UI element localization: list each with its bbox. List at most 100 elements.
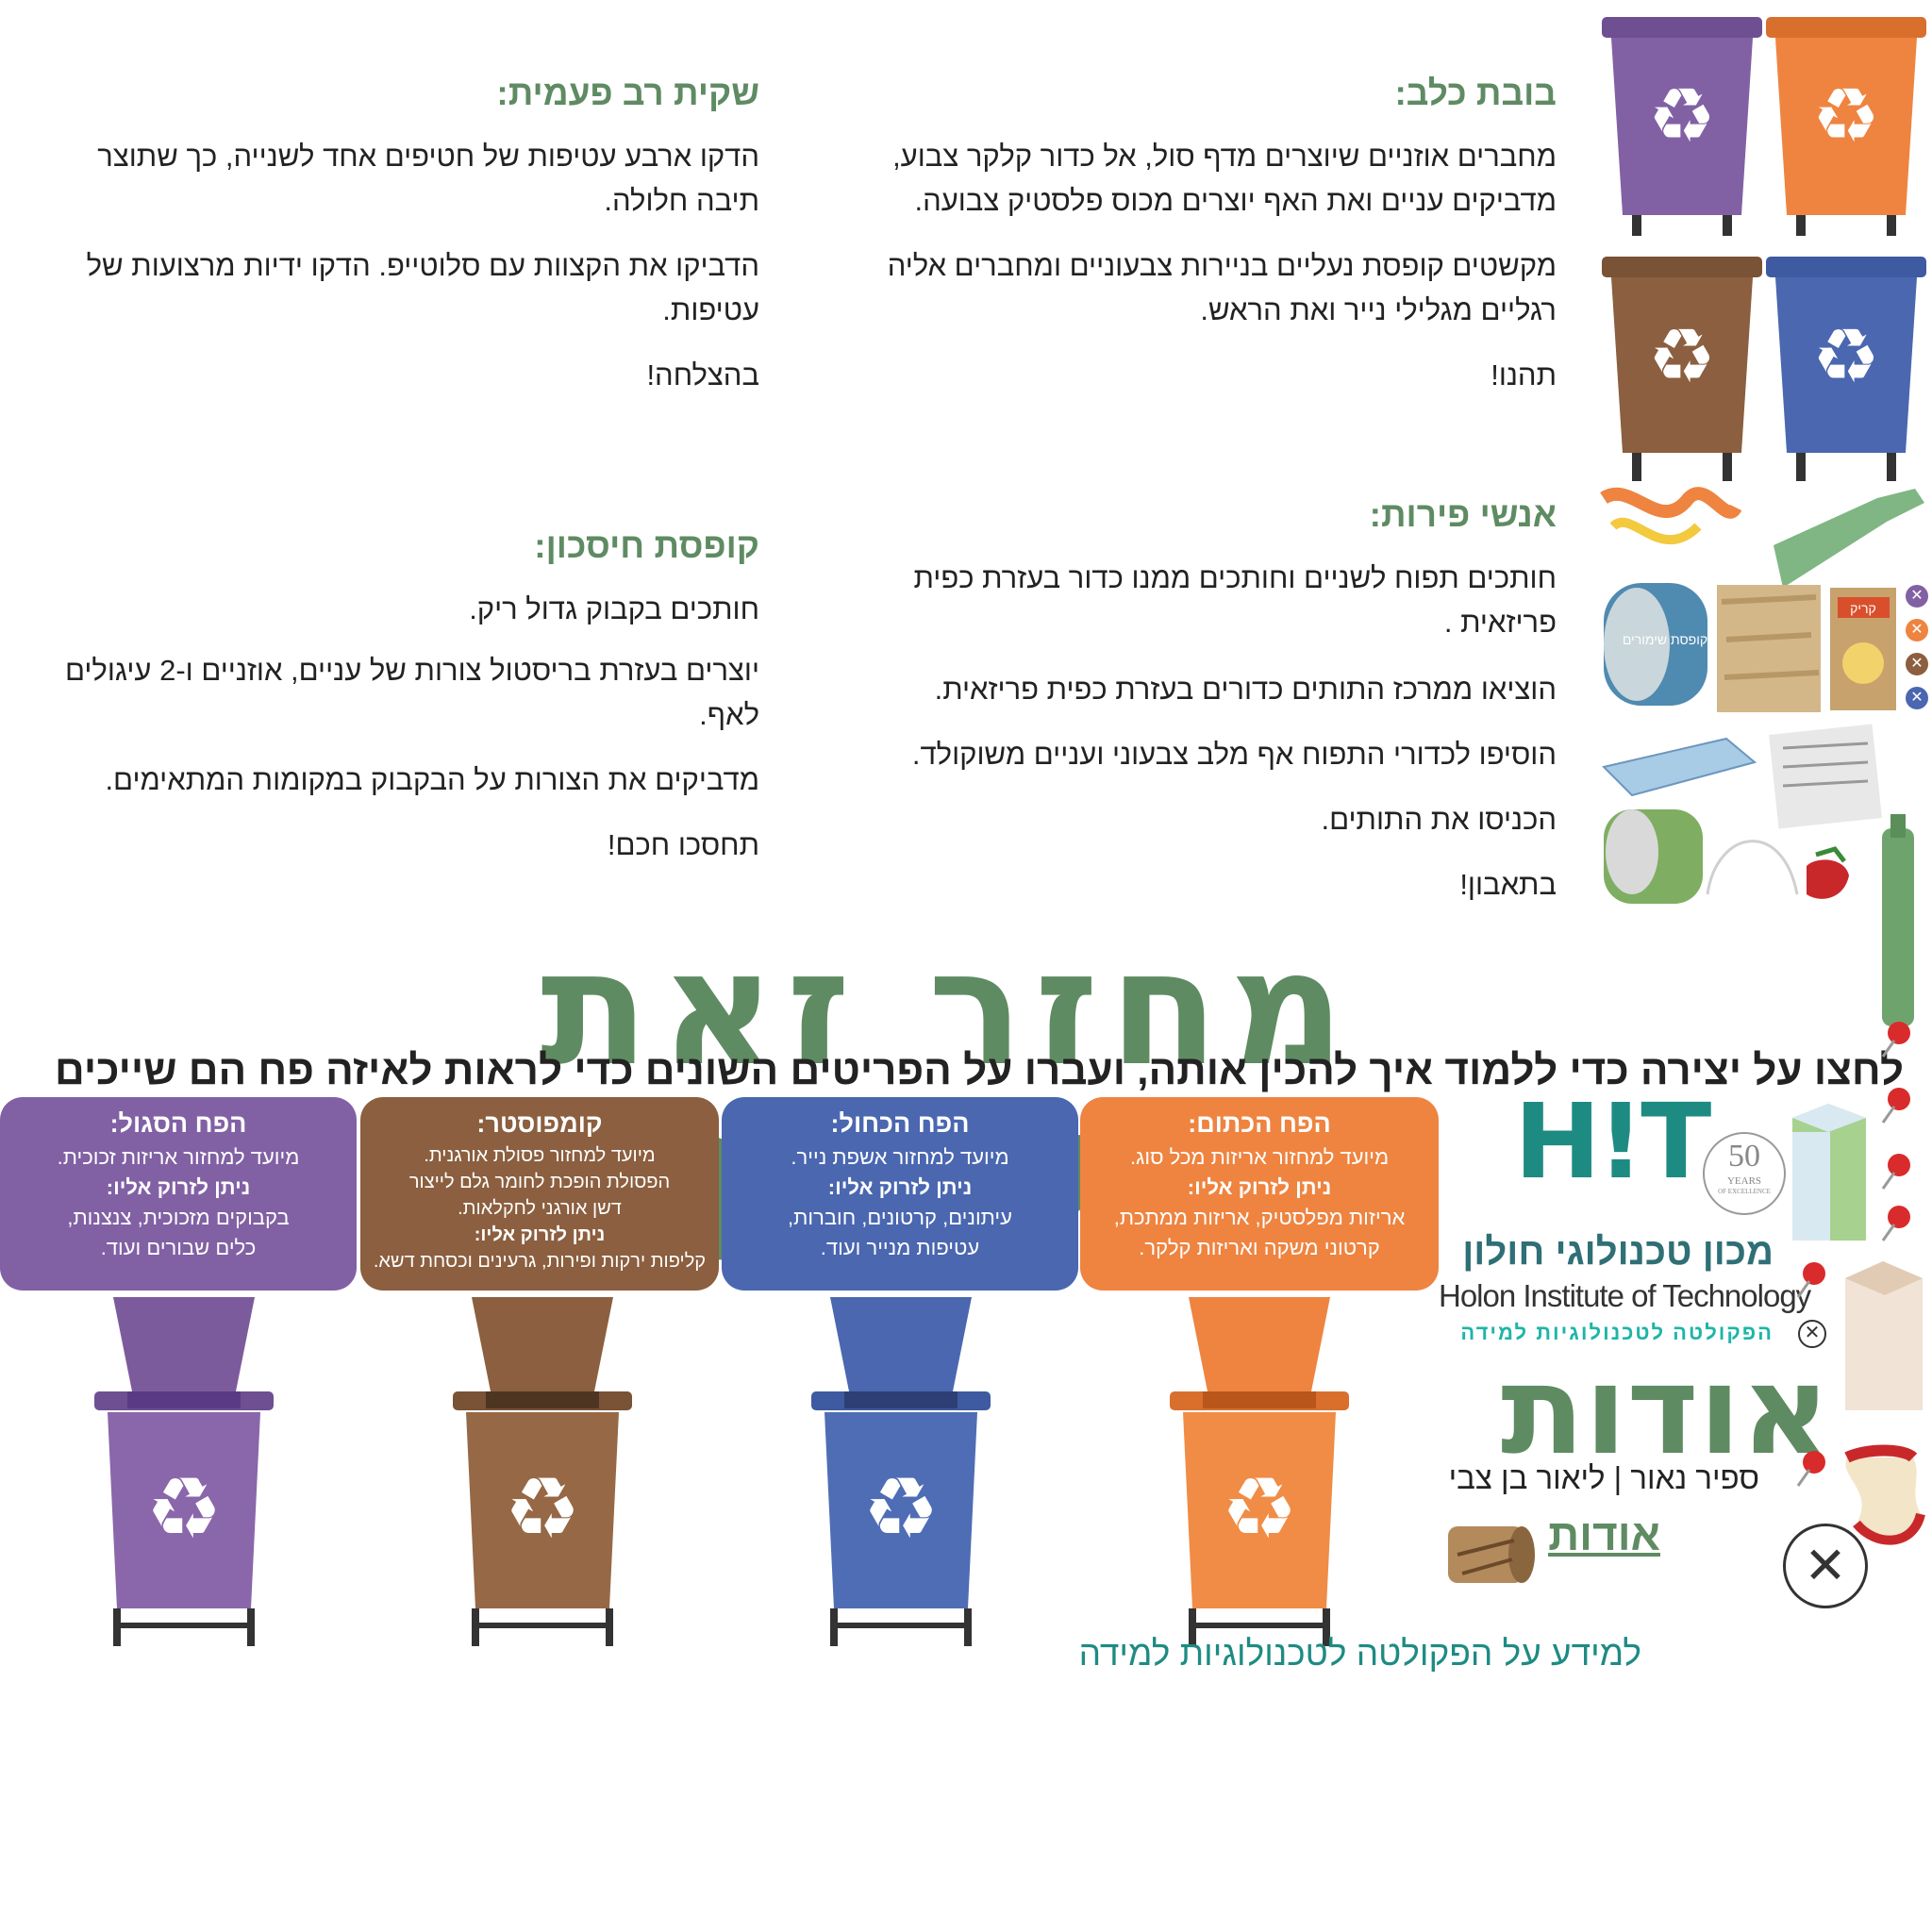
close-icon: ✕: [1804, 1323, 1821, 1343]
pushpin-icon: [1881, 1154, 1910, 1190]
bin-card-items: עיתונים, קרטונים, חוברות, עטיפות מנייר ו…: [788, 1206, 1012, 1259]
bin-card-title: הפח הכתום:: [1188, 1109, 1331, 1138]
plastic-bottle-icon: [1602, 737, 1757, 797]
snack-bag-icon: קריק: [1830, 588, 1896, 710]
card-text: תחסכו חכם!: [607, 828, 759, 861]
svg-text:♻: ♻: [1222, 1459, 1298, 1558]
bin-card-purple[interactable]: הפח הסגול: מיועד למחזור אריזות זכוכית. נ…: [0, 1097, 357, 1291]
svg-text:♻: ♻: [1648, 312, 1716, 400]
blue-bin[interactable]: ♻: [811, 1297, 991, 1646]
apple-peel-icon: [1706, 840, 1799, 895]
about-link[interactable]: אודות: [1548, 1510, 1660, 1559]
faculty-name: הפקולטה לטכנולוגיות למידה: [1460, 1321, 1774, 1344]
cork-icon: [1448, 1526, 1535, 1583]
card-title: שקית רב פעמית:: [496, 74, 759, 112]
card-title: קופסת חיסכון:: [534, 526, 759, 565]
craft-card-fruit-people[interactable]: אנשי פירות: חותכים תפוח לשניים וחותכים מ…: [854, 495, 1557, 927]
bin-card-brown[interactable]: קומפוסטר: מיועד למחזור פסולת אורגנית. הפ…: [360, 1097, 719, 1291]
filter-brown-button[interactable]: ✕: [1906, 653, 1928, 675]
apple-core-icon: [1844, 1444, 1925, 1545]
bin-card-subtitle: ניתן לזרוק אליו:: [1187, 1175, 1332, 1199]
hit-logo: H!T: [1514, 1081, 1711, 1202]
faculty-info-link[interactable]: למידע על הפקולטה לטכנולוגיות למידה: [1078, 1634, 1641, 1673]
filter-blue-button[interactable]: ✕: [1906, 687, 1928, 709]
orange-peel-icon: [1600, 487, 1742, 544]
bin-card-subtitle: ניתן לזרוק אליו:: [106, 1175, 251, 1199]
svg-text:קופסת שימורים: קופסת שימורים: [1623, 632, 1707, 647]
bin-card-blue[interactable]: הפח הכחול: מיועד למחזור אשפת נייר. ניתן …: [722, 1097, 1078, 1291]
bin-card-subtitle: ניתן לזרוק אליו:: [827, 1175, 973, 1199]
food-can-icon: [1604, 809, 1703, 904]
purple-bin-icon: ♻: [1602, 17, 1762, 236]
card-text: בתאבון!: [1459, 868, 1557, 901]
bin-card-orange[interactable]: הפח הכתום: מיועד למחזור אריזות מכל סוג. …: [1080, 1097, 1439, 1291]
svg-text:♻: ♻: [505, 1459, 581, 1558]
card-title: אנשי פירות:: [1369, 495, 1557, 534]
filter-orange-button[interactable]: ✕: [1906, 619, 1928, 641]
recycle-bins-illustration: ♻ ♻ ♻ ♻: [1602, 17, 1926, 481]
svg-text:♻: ♻: [863, 1459, 940, 1558]
card-text: הדביקו את הקצוות עם סלוטייפ. הדקו ידיות …: [86, 249, 759, 326]
pushpin-icon: [1796, 1451, 1825, 1487]
svg-text:♻: ♻: [1648, 72, 1716, 159]
card-text: תהנו!: [1491, 358, 1557, 391]
bin-card-desc: מיועד למחזור פסולת אורגנית. הפסולת הופכת…: [408, 1145, 671, 1219]
card-text: מחברים אוזניים שיוצרים מדף סול, אל כדור …: [892, 140, 1557, 217]
bin-card-desc: מיועד למחזור אריזות זכוכית.: [57, 1145, 300, 1169]
card-text: יוצרים בעזרת בריסטול צורות של עניים, אוז…: [64, 654, 759, 731]
blue-bin-icon: ♻: [1766, 257, 1926, 481]
filter-purple-button[interactable]: ✕: [1906, 585, 1928, 608]
50-years-badge: 50 YEARS OF EXCELLENCE: [1703, 1132, 1786, 1215]
svg-text:♻: ♻: [146, 1459, 223, 1558]
about-title: אודות: [1500, 1339, 1830, 1482]
green-bottle-icon: [1882, 814, 1914, 1026]
instruction-text: לחצו על יצירה כדי ללמוד איך להכין אותה, …: [55, 1047, 1904, 1093]
close-button[interactable]: ✕: [1798, 1320, 1826, 1348]
card-text: הדקו ארבע עטיפות של חטיפים אחד לשנייה, כ…: [97, 140, 759, 217]
item-filter-buttons: ✕ ✕ ✕ ✕: [1906, 585, 1932, 709]
newspaper-icon: [1769, 724, 1882, 829]
bin-card-desc: מיועד למחזור אריזות מכל סוג.: [1129, 1145, 1390, 1169]
orange-bin-icon: ♻: [1766, 17, 1926, 236]
card-text: חותכים בקבוק גדול ריק.: [469, 592, 759, 625]
craft-card-savings-box[interactable]: קופסת חיסכון: חותכים בקבוק גדול ריק. יוצ…: [57, 526, 759, 888]
svg-text:קריק: קריק: [1850, 601, 1876, 616]
bin-card-title: קומפוסטר:: [476, 1109, 603, 1138]
recyclable-items-illustration: קופסת שימורים קריק: [1600, 487, 1924, 1026]
craft-card-dog[interactable]: בובת כלב: מחברים אוזניים שיוצרים מדף סול…: [840, 74, 1557, 418]
pushpin-icon: [1881, 1022, 1910, 1058]
bin-card-title: הפח הסגול:: [109, 1109, 247, 1138]
bin-card-items: קליפות ירקות ופירות, גרעינים וכסחת דשא.: [373, 1251, 707, 1272]
card-text: הוסיפו לכדורי התפוח אף מלב צבעוני ועניים…: [911, 738, 1557, 771]
strawberry-icon: [1807, 846, 1849, 899]
cardboard-icon: [1717, 585, 1821, 712]
close-icon: ✕: [1804, 1538, 1847, 1594]
institute-name-hebrew: מכון טכנולוגי חולון: [1462, 1231, 1774, 1273]
card-text: הכניסו את התותים.: [1321, 803, 1557, 836]
brown-bin[interactable]: ♻: [453, 1297, 632, 1646]
bin-card-desc: מיועד למחזור אשפת נייר.: [791, 1145, 1009, 1169]
juice-carton-icon: [1845, 1261, 1923, 1410]
orange-bin[interactable]: ♻: [1170, 1297, 1349, 1646]
milk-carton-icon: [1792, 1104, 1866, 1241]
card-text: מקשטים קופסת נעליים בניירות צבעוניים ומח…: [887, 249, 1557, 326]
pushpin-icon: [1881, 1206, 1910, 1241]
brown-bin-icon: ♻: [1602, 257, 1762, 481]
tin-can-icon: קופסת שימורים: [1604, 583, 1707, 706]
close-about-button[interactable]: ✕: [1783, 1524, 1868, 1608]
bin-card-title: הפח הכחול:: [830, 1109, 970, 1138]
pinned-items-illustration: [1792, 1022, 1925, 1545]
card-text: הוציאו ממרכז התותים כדורים בעזרת כפית פר…: [934, 673, 1557, 706]
svg-text:♻: ♻: [1812, 312, 1880, 400]
svg-text:♻: ♻: [1812, 72, 1880, 159]
authors: ספיר נאור | ליאור בן צבי: [1448, 1460, 1759, 1495]
bin-card-subtitle: ניתן לזרוק אליו:: [474, 1224, 606, 1245]
pushpin-icon: [1881, 1088, 1910, 1124]
purple-bin[interactable]: ♻: [94, 1297, 274, 1646]
pushpin-icon: [1796, 1262, 1825, 1298]
card-title: בובת כלב:: [1394, 74, 1557, 112]
craft-card-bag[interactable]: שקית רב פעמית: הדקו ארבע עטיפות של חטיפי…: [38, 74, 759, 418]
card-text: מדביקים את הצורות על הבקבוק במקומות המתא…: [105, 763, 759, 796]
institute-name-english: Holon Institute of Technology: [1439, 1278, 1811, 1313]
card-text: חותכים תפוח לשניים וחותכים ממנו כדור בעז…: [913, 561, 1557, 639]
